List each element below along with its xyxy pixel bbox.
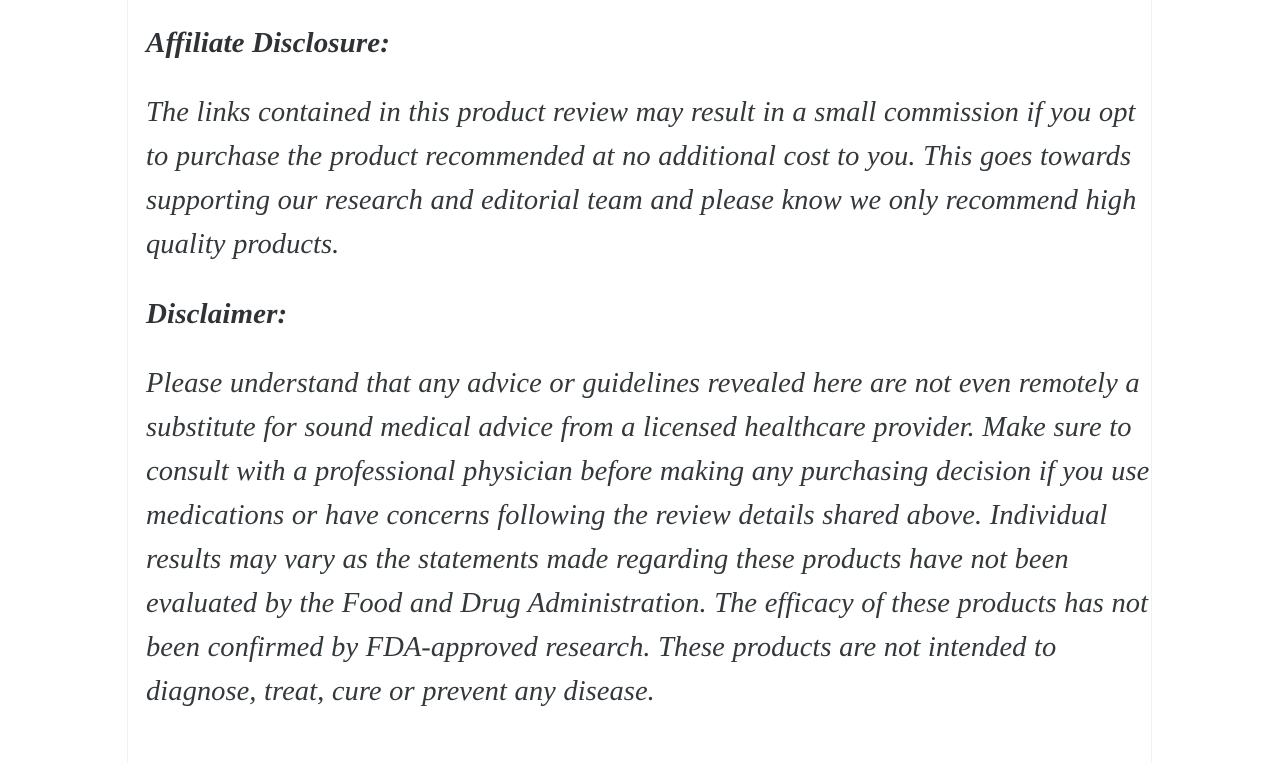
spacer: [146, 336, 1154, 362]
affiliate-disclosure-heading: Affiliate Disclosure:: [146, 27, 391, 59]
disclaimer-heading: Disclaimer:: [146, 298, 288, 330]
content-column: Affiliate Disclosure: The links containe…: [127, 0, 1152, 763]
spacer: [146, 267, 1154, 292]
spacer: [146, 65, 1154, 91]
disclaimer-paragraph: Please understand that any advice or gui…: [146, 368, 1150, 707]
article-body: Affiliate Disclosure: The links containe…: [146, 0, 1154, 714]
affiliate-disclosure-paragraph: The links contained in this product revi…: [146, 97, 1137, 260]
